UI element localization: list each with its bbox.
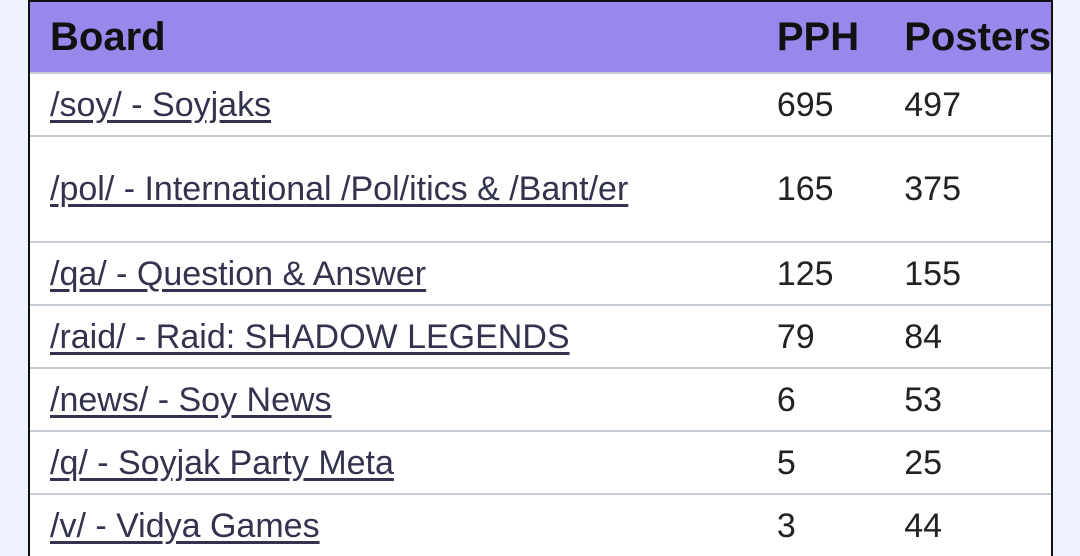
board-cell: /news/ - Soy News xyxy=(30,367,757,431)
pph-cell: 5 xyxy=(756,430,885,494)
board-cell: /qa/ - Question & Answer xyxy=(30,241,757,305)
table-row: /pol/ - International /Pol/itics & /Bant… xyxy=(30,135,1051,242)
pph-cell: 6 xyxy=(756,367,885,431)
board-link[interactable]: /soy/ - Soyjaks xyxy=(50,85,272,124)
board-cell: /pol/ - International /Pol/itics & /Bant… xyxy=(30,135,757,242)
board-link[interactable]: /q/ - Soyjak Party Meta xyxy=(50,443,394,482)
table-row: /q/ - Soyjak Party Meta 5 25 xyxy=(30,430,1051,494)
board-link[interactable]: /raid/ - Raid: SHADOW LEGENDS xyxy=(50,317,570,356)
posters-cell: 155 xyxy=(884,241,1051,305)
table-header: Board PPH Posters xyxy=(30,2,1051,73)
board-cell: /q/ - Soyjak Party Meta xyxy=(30,430,757,494)
table-row: /soy/ - Soyjaks 695 497 xyxy=(30,72,1051,136)
pph-cell: 79 xyxy=(756,304,885,368)
posters-cell: 375 xyxy=(884,135,1051,242)
header-pph: PPH xyxy=(756,2,885,73)
header-board: Board xyxy=(30,2,757,73)
posters-cell: 44 xyxy=(884,493,1051,556)
pph-cell: 125 xyxy=(756,241,885,305)
table-row: /v/ - Vidya Games 3 44 xyxy=(30,493,1051,556)
posters-cell: 497 xyxy=(884,72,1051,136)
posters-cell: 25 xyxy=(884,430,1051,494)
posters-cell: 84 xyxy=(884,304,1051,368)
pph-cell: 3 xyxy=(756,493,885,556)
board-link[interactable]: /news/ - Soy News xyxy=(50,380,332,419)
board-cell: /raid/ - Raid: SHADOW LEGENDS xyxy=(30,304,757,368)
board-link[interactable]: /qa/ - Question & Answer xyxy=(50,254,427,293)
board-cell: /soy/ - Soyjaks xyxy=(30,72,757,136)
pph-cell: 165 xyxy=(756,135,885,242)
pph-cell: 695 xyxy=(756,72,885,136)
table-row: /raid/ - Raid: SHADOW LEGENDS 79 84 xyxy=(30,304,1051,368)
header-posters: Posters xyxy=(884,2,1051,73)
board-cell: /v/ - Vidya Games xyxy=(30,493,757,556)
board-link[interactable]: /pol/ - International /Pol/itics & /Bant… xyxy=(50,170,629,208)
boards-table: Board PPH Posters /soy/ - Soyjaks 695 49… xyxy=(30,2,1051,556)
posters-cell: 53 xyxy=(884,367,1051,431)
table-row: /news/ - Soy News 6 53 xyxy=(30,367,1051,431)
boards-table-container: Board PPH Posters /soy/ - Soyjaks 695 49… xyxy=(28,0,1053,556)
board-link[interactable]: /v/ - Vidya Games xyxy=(50,506,320,545)
table-row: /qa/ - Question & Answer 125 155 xyxy=(30,241,1051,305)
